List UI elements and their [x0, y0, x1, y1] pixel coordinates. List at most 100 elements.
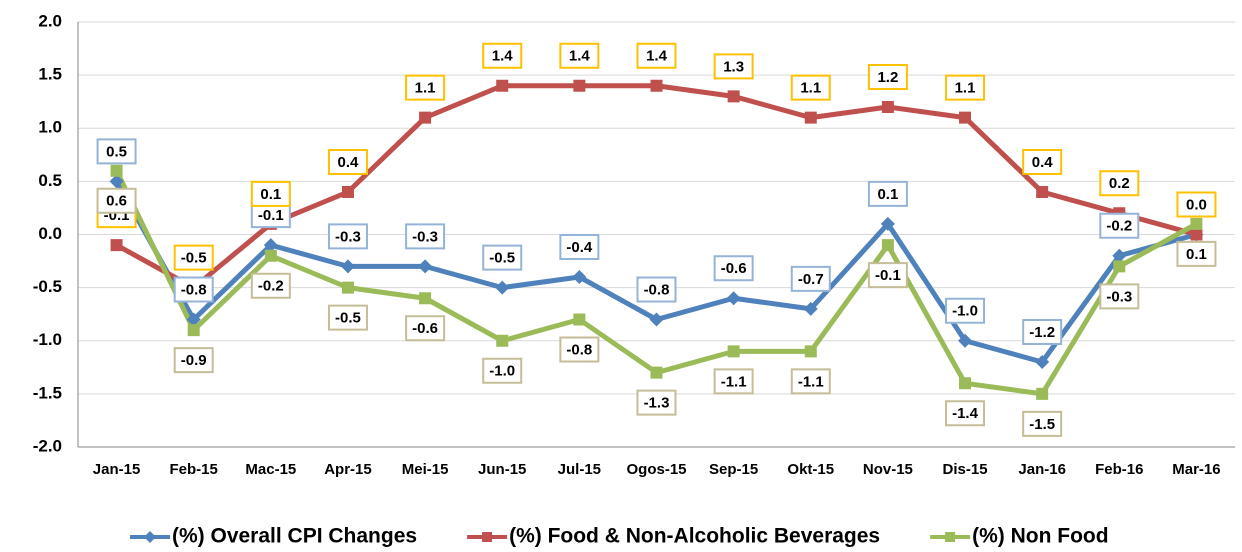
value-label-box [713, 368, 754, 395]
value-label: 1.4 [569, 48, 591, 65]
value-label: 0.6 [106, 193, 127, 210]
value-label: 1.1 [415, 80, 436, 97]
value-label: -0.9 [181, 352, 207, 369]
x-tick-label: Mar-16 [1172, 461, 1220, 478]
x-tick-label: Ogos-15 [626, 461, 686, 478]
value-label-box [559, 234, 600, 260]
value-label-box [1099, 283, 1140, 310]
value-label: 1.1 [955, 80, 976, 97]
value-label: -0.6 [412, 320, 438, 337]
value-label-box [636, 389, 677, 416]
legend-label: (%) Food & Non-Alcoholic Beverages [509, 525, 880, 548]
y-tick-label: 1.5 [38, 65, 62, 84]
value-label-box [636, 276, 677, 303]
point [804, 345, 817, 358]
value-label-box [867, 64, 908, 90]
value-label-box [96, 187, 137, 214]
value-label-box [1022, 149, 1063, 175]
value-label: 0.4 [338, 154, 360, 171]
y-tick-label: 2.0 [38, 11, 62, 30]
value-label: -0.8 [566, 341, 592, 358]
value-label-box [1099, 170, 1140, 197]
value-label: -0.8 [644, 281, 670, 298]
point [496, 79, 509, 92]
value-label: -0.8 [181, 281, 207, 298]
value-label: -0.1 [875, 267, 901, 284]
x-tick-label: Jan-16 [1018, 461, 1066, 478]
x-tick-label: Dis-15 [943, 461, 988, 478]
value-label-box [1099, 212, 1140, 239]
value-label: -0.3 [1106, 288, 1132, 305]
x-tick-label: Jun-15 [478, 461, 526, 478]
value-label-box [482, 42, 523, 69]
value-label-box [945, 74, 986, 101]
point [341, 186, 354, 198]
value-label-box [405, 223, 446, 250]
value-label-box [405, 74, 446, 101]
point [110, 164, 123, 177]
value-label: -0.2 [1106, 218, 1132, 235]
value-label-box [559, 336, 600, 363]
point [649, 312, 664, 327]
value-label: 1.1 [800, 80, 821, 97]
value-label-box [867, 262, 908, 289]
value-label-box [173, 244, 214, 271]
point [650, 79, 663, 92]
x-tick-label: Nov-15 [863, 461, 913, 478]
point [419, 292, 432, 305]
y-tick-label: -1.5 [33, 383, 62, 402]
value-label-box [250, 272, 291, 299]
point [572, 270, 587, 284]
point [496, 334, 509, 347]
point [880, 216, 895, 231]
legend-item: (%) Food & Non-Alcoholic Beverages [467, 525, 880, 548]
point [727, 90, 740, 103]
point [726, 291, 741, 306]
value-label: -0.7 [798, 271, 824, 288]
value-label: -0.3 [412, 228, 438, 245]
point [418, 259, 433, 274]
value-label-box [790, 74, 831, 101]
value-label-box [713, 53, 754, 80]
value-label: -0.1 [258, 207, 284, 224]
value-label: 0.2 [1109, 175, 1130, 192]
value-label-box [327, 223, 368, 250]
value-label: -0.2 [258, 278, 284, 295]
point [495, 280, 510, 295]
legend-label: (%) Non Food [972, 525, 1108, 548]
value-label-box [713, 255, 754, 282]
value-label-box [1022, 410, 1063, 437]
value-label: 0.0 [1186, 196, 1207, 213]
value-label: 1.3 [723, 58, 744, 75]
point [958, 333, 973, 348]
value-label: 0.1 [877, 186, 898, 203]
value-label: 0.1 [260, 186, 281, 203]
value-label: 1.4 [646, 48, 668, 65]
y-tick-label: -2.0 [33, 436, 62, 455]
point [881, 101, 894, 113]
point [1112, 248, 1127, 263]
point [341, 281, 354, 294]
legend-marker [945, 532, 956, 542]
value-label: -0.5 [335, 310, 361, 327]
value-label-box [790, 265, 831, 292]
value-label: -1.3 [644, 395, 670, 412]
x-tick-label: Feb-16 [1095, 461, 1143, 478]
value-label: -1.4 [952, 405, 979, 422]
value-label: -0.6 [721, 260, 747, 277]
value-label: -0.5 [489, 250, 515, 267]
point [110, 239, 123, 252]
value-label: -0.4 [566, 239, 593, 256]
point [263, 238, 278, 253]
value-label-box [250, 180, 291, 207]
value-label-box [327, 304, 368, 331]
value-label-box [96, 138, 137, 165]
legend-marker [144, 531, 156, 543]
value-label-box [1022, 319, 1063, 345]
point [1190, 217, 1203, 230]
x-tick-label: Feb-15 [170, 461, 218, 478]
value-label: -1.1 [721, 373, 747, 390]
point [187, 324, 200, 337]
value-label: -0.3 [335, 228, 361, 245]
